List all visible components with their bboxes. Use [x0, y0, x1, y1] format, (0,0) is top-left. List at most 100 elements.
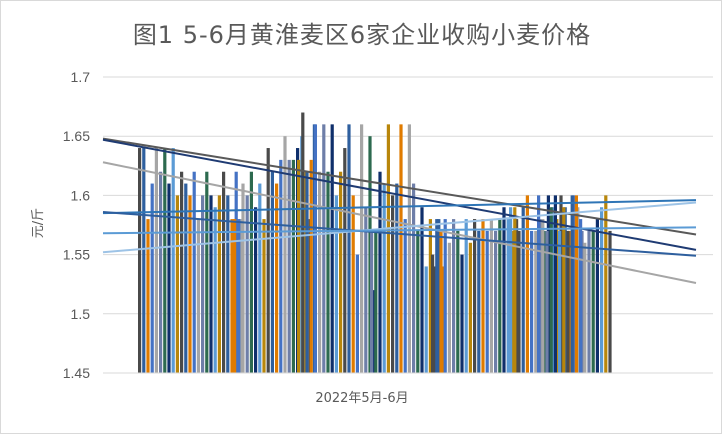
- bar: [485, 230, 489, 373]
- bar: [159, 171, 163, 373]
- bar: [334, 195, 338, 373]
- bar: [318, 171, 322, 373]
- bar: [433, 266, 437, 373]
- bar: [525, 195, 529, 373]
- bar: [477, 230, 481, 373]
- bar: [309, 159, 313, 373]
- bar: [517, 230, 521, 373]
- bar: [537, 195, 541, 373]
- bar: [291, 159, 295, 373]
- bar: [591, 230, 595, 373]
- bar: [241, 183, 245, 373]
- bar: [297, 159, 301, 373]
- bar: [213, 207, 217, 373]
- trendline: [102, 201, 697, 254]
- bar: [192, 171, 196, 373]
- bar: [355, 254, 359, 373]
- bar: [441, 266, 445, 373]
- bar: [521, 207, 525, 373]
- bar: [275, 183, 279, 373]
- bar: [237, 219, 241, 373]
- bar: [510, 230, 514, 373]
- bar: [245, 195, 249, 373]
- chart-title: 图1 5-6月黄淮麦区6家企业收购小麦价格: [132, 21, 592, 49]
- bar: [175, 195, 179, 373]
- bar: [339, 171, 343, 373]
- bar: [196, 219, 200, 373]
- bar: [360, 124, 364, 373]
- bar: [534, 230, 538, 373]
- bar: [313, 124, 317, 373]
- bar: [386, 124, 390, 373]
- bar: [439, 230, 443, 373]
- bar: [171, 148, 175, 373]
- bar: [351, 195, 355, 373]
- bar: [604, 195, 608, 373]
- bar: [399, 124, 403, 373]
- bar: [530, 230, 534, 373]
- bar: [407, 124, 411, 373]
- bar: [498, 219, 502, 373]
- x-axis-label: 2022年5月-6月: [315, 391, 409, 406]
- bar: [502, 207, 506, 373]
- bar: [205, 171, 209, 373]
- bar: [343, 148, 347, 373]
- bar: [574, 195, 578, 373]
- y-tick-label: 1.45: [63, 365, 90, 381]
- bar: [600, 207, 604, 373]
- bar: [201, 195, 205, 373]
- bar: [262, 219, 266, 373]
- bar: [443, 219, 447, 373]
- bar: [473, 219, 477, 373]
- bar: [209, 195, 213, 373]
- bar: [301, 112, 305, 374]
- bar: [188, 195, 192, 373]
- trendline: [102, 226, 697, 235]
- bar: [226, 195, 230, 373]
- bar: [515, 219, 519, 373]
- bar: [279, 159, 283, 373]
- bar: [579, 219, 583, 373]
- bar: [509, 207, 513, 373]
- bar: [431, 254, 435, 373]
- bar: [595, 219, 599, 373]
- bar: [270, 171, 274, 373]
- bar: [330, 124, 334, 373]
- bar: [382, 183, 386, 373]
- bar: [494, 230, 498, 373]
- bar: [146, 219, 150, 373]
- bar: [506, 219, 510, 373]
- bar: [370, 230, 374, 373]
- bar: [258, 183, 262, 373]
- bar: [184, 183, 188, 373]
- bar: [217, 195, 221, 373]
- trendline: [102, 138, 697, 251]
- bar: [428, 219, 432, 373]
- bar: [163, 148, 167, 373]
- bar: [230, 219, 234, 373]
- bar: [558, 230, 562, 373]
- bar: [608, 230, 612, 373]
- bar: [553, 195, 557, 373]
- bar: [364, 207, 368, 373]
- bar: [266, 148, 270, 373]
- bar: [424, 266, 428, 373]
- y-tick-label: 1.55: [63, 247, 90, 263]
- bar: [154, 148, 158, 373]
- bar: [545, 230, 549, 373]
- bar: [150, 183, 154, 373]
- bar: [374, 230, 378, 373]
- bar: [254, 207, 258, 373]
- bar: [549, 207, 553, 373]
- bar: [456, 230, 460, 373]
- bar: [570, 195, 574, 373]
- bar: [395, 183, 399, 373]
- bar: [222, 171, 226, 373]
- bar: [378, 171, 382, 373]
- y-tick-label: 1.65: [63, 128, 90, 144]
- trendline: [102, 199, 697, 215]
- y-tick-label: 1.6: [71, 187, 91, 203]
- bar: [468, 242, 472, 373]
- bar: [322, 124, 326, 373]
